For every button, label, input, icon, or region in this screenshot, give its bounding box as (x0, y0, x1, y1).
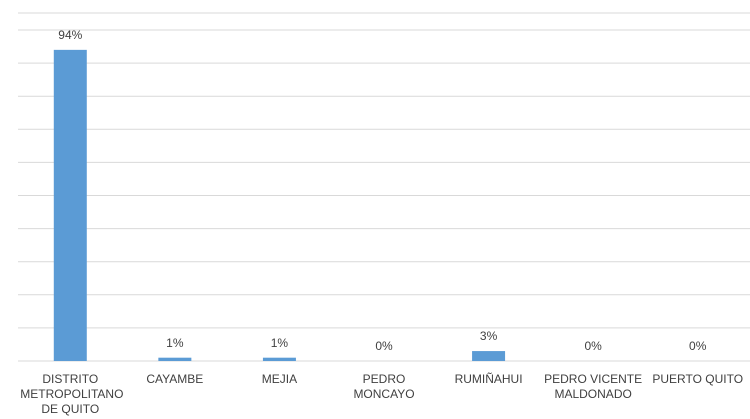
bar (53, 49, 87, 362)
data-label: 0% (375, 339, 393, 353)
x-tick-label: PEDRO MONCAYO (353, 372, 415, 401)
bar (158, 357, 192, 361)
x-tick-label: MEJIA (261, 372, 298, 386)
x-tick-label: RUMIÑAHUI (454, 372, 523, 386)
x-tick-label: DISTRITO METROPOLITANO DE QUITO (20, 372, 124, 416)
x-tick-label: PEDRO VICENTE MALDONADO (544, 372, 643, 401)
data-label: 1% (271, 336, 289, 350)
x-tick-label: PUERTO QUITO (652, 372, 744, 386)
bar (262, 357, 296, 361)
bar (472, 351, 506, 361)
data-label: 1% (166, 336, 184, 350)
data-label: 3% (480, 329, 498, 343)
data-label: 94% (58, 28, 82, 42)
data-label: 0% (584, 339, 602, 353)
x-tick-label: CAYAMBE (146, 372, 204, 386)
data-label: 0% (689, 339, 707, 353)
